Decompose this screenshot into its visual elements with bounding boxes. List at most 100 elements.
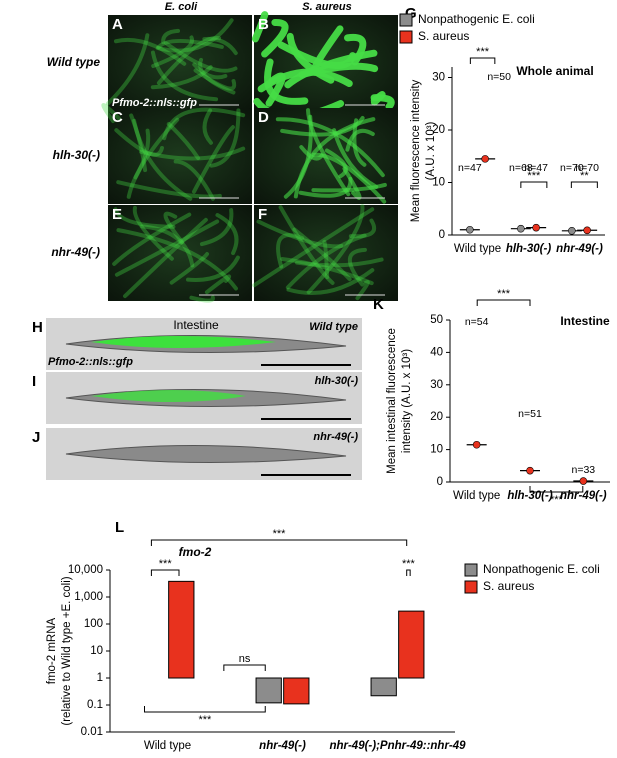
n-label: n=54 [465,316,489,328]
significance-label: *** [550,494,564,506]
y-tick-label: 30 [430,379,443,391]
legend-label: Nonpathogenic E. coli [483,562,600,576]
legend-label: S. aureus [418,29,469,43]
worm [113,207,176,229]
y-tick-label: 0.1 [87,699,103,711]
genotype-label: Wild type [309,321,358,333]
legend-swatch [399,13,413,27]
x-tick-label: hlh-30(-) [507,490,553,502]
significance-bracket [529,486,584,493]
x-tick-label: nhr-49(-) [560,490,607,502]
mean-dot [568,227,576,235]
significance-label: ** [580,170,589,182]
x-tick-label: Wild type [453,490,500,502]
significance-label: *** [476,46,490,58]
panel-letter: F [258,206,267,223]
y-tick-label: 10 [90,645,103,657]
legend-label: Nonpathogenic E. coli [418,12,535,26]
worm [292,227,352,282]
worm [295,257,384,268]
worm [116,180,222,199]
y-axis-label: (relative to Wild type +E. coli) [61,576,73,725]
significance-bracket [144,706,266,713]
reporter-label: Pfmo-2::nls::gfp [112,97,197,109]
significance-label: *** [402,558,416,570]
panel-letter: E [112,206,122,223]
y-tick-label: 40 [430,346,443,358]
y-axis-label: Mean intestinal fluorescence [386,328,398,474]
worm [202,108,213,145]
x-tick-label: Wild type [144,740,191,752]
worm [275,117,385,178]
chart-title: Intestine [560,314,610,328]
worm [139,146,246,161]
worm [347,247,367,287]
significance-label: *** [159,558,173,570]
legend-label: S. aureus [483,579,534,593]
worm [202,36,238,56]
worm [204,274,232,295]
worm [370,94,395,111]
y-axis-label: (A.U. x 10³) [425,121,437,180]
y-tick-label: 0.01 [81,726,103,738]
worm [169,252,210,285]
worm [132,118,193,201]
panel-letter: D [258,109,269,126]
n-label: n=47 [458,162,482,174]
worm [348,218,377,239]
worm [251,11,269,43]
worm [140,224,195,268]
chart-title: Whole animal [516,64,593,78]
mean-dot [583,226,591,235]
n-label: n=68 [509,162,533,174]
worm [345,128,375,152]
significance-bracket [150,539,408,546]
n-label: n=33 [572,464,596,476]
mean-dot [466,225,474,234]
y-axis-label: Mean fluorescence intensity [410,79,422,222]
panel-letter: G [405,5,417,22]
row-label: nhr-49(-) [51,245,100,259]
micrograph [108,205,252,301]
panel-letter: J [32,429,40,446]
legend-swatch [464,580,478,594]
mean-dot [472,440,481,449]
y-tick-label: 0 [439,229,445,241]
n-label: n=70 [575,162,599,174]
worm [116,228,238,291]
mean-dot [579,477,588,485]
x-tick-label: Wild type [454,243,501,255]
worm [155,18,234,53]
y-axis-label: fmo-2 mRNA [46,617,58,684]
mean-dot [532,223,540,232]
worm [123,217,208,299]
panel-letter: L [115,519,124,536]
gfp-signal [91,390,246,402]
worm [126,117,180,199]
bar [283,677,310,705]
row-label: Wild type [47,55,101,69]
worm [322,239,330,280]
panel-letter: A [112,16,123,33]
bar [398,610,425,679]
worm [199,208,234,247]
worm [166,121,201,161]
panel-letter: K [373,296,384,313]
worm [189,295,215,303]
worm [129,113,148,173]
worm [252,207,375,288]
worm [150,65,213,90]
worm [261,18,289,58]
worm [209,108,241,168]
worm [311,182,387,193]
y-tick-label: 10 [432,177,445,189]
row-label: hlh-30(-) [53,148,100,162]
worm [114,128,164,157]
worm [164,41,238,73]
significance-label: *** [273,528,287,540]
significance-bracket [469,57,496,64]
worm [114,219,220,277]
worm [151,35,195,69]
worm [265,72,286,107]
y-tick-label: 1 [97,672,103,684]
